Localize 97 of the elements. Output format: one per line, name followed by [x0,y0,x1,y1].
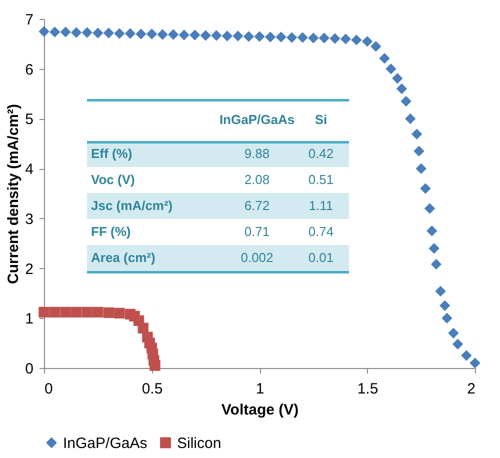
point [428,243,440,254]
point [400,96,412,107]
point [420,183,431,194]
point [318,32,330,44]
point [38,306,50,318]
point [60,26,71,38]
point [254,31,265,42]
point [435,286,446,296]
annotation: Area (cm²) [91,250,156,265]
annotation: Jsc (mA/cm²) [91,198,173,213]
y-tick-label: 0 [25,360,34,378]
x-tick-label: 1 [256,380,264,398]
annotation: 0.71 [244,224,270,239]
point [124,28,136,39]
point [392,73,403,84]
annotation: Eff (%) [91,146,132,161]
point [424,203,435,214]
point [157,29,168,40]
y-tick-label: 4 [25,161,34,178]
y-tick-label: 6 [25,61,34,78]
point [222,30,232,42]
y-tick-label: 1 [25,310,34,328]
x-tick-label: 0 [44,380,53,398]
annotation: FF (%) [91,224,131,239]
annotation: Si [314,112,328,127]
point [114,308,125,318]
point [448,328,459,338]
point [379,53,390,64]
point [38,26,50,37]
point [168,29,179,40]
point [178,30,190,40]
point [243,31,254,42]
annotation: 0.74 [308,224,334,239]
point [82,306,92,318]
point [50,26,60,38]
point [461,350,472,361]
annotation: 2.08 [244,172,270,187]
point [414,146,424,156]
y-axis-title: Current density (mA/cm²) [5,104,22,284]
point [114,28,125,39]
annotation: 0.002 [240,250,274,265]
point [71,306,82,318]
point [340,34,351,44]
point [370,41,382,52]
point [92,28,104,38]
point [426,226,438,236]
point [308,32,319,44]
y-tick-label: 2 [25,260,34,278]
point [50,306,60,318]
point [330,33,340,44]
point [265,32,276,42]
point [82,27,92,38]
point [396,84,407,94]
annotation: 0.01 [308,250,334,265]
annotation: InGaP/GaAs [219,112,295,127]
point [442,312,452,324]
x-tick-label: 2 [467,380,476,398]
annotation: 1.11 [308,198,334,213]
point [103,28,114,38]
y-tick-label: 7 [25,12,34,28]
annotation: 0.42 [308,146,334,161]
point [136,28,146,40]
legend-label: InGaP/GaAs [63,434,148,452]
point [416,163,426,174]
point [470,358,480,368]
annotation: 6.72 [244,198,270,213]
point [430,259,442,270]
annotation: 0.51 [308,172,334,187]
annotation: Voc (V) [91,172,135,187]
point [60,306,71,318]
point [232,30,244,42]
point [146,28,157,40]
x-tick-label: 1.5 [357,380,378,398]
x-tick-label: 0.5 [142,380,163,398]
point [92,306,104,318]
y-tick-label: 3 [25,210,34,228]
point [362,36,372,47]
point [405,113,416,124]
point [276,32,286,42]
point [211,30,222,41]
point [297,32,308,43]
point [190,30,200,40]
x-axis-title: Voltage (V) [221,402,299,418]
point [440,300,450,311]
point [351,34,362,46]
annotation: 9.88 [244,146,270,161]
point [412,128,422,140]
point [200,30,211,41]
point [138,322,148,334]
point [386,64,396,74]
point [71,27,82,38]
point [286,32,298,43]
point [103,307,114,318]
legend-label: Silicon [177,434,222,452]
point [452,338,464,350]
point [150,360,160,371]
y-tick-label: 5 [25,111,34,128]
